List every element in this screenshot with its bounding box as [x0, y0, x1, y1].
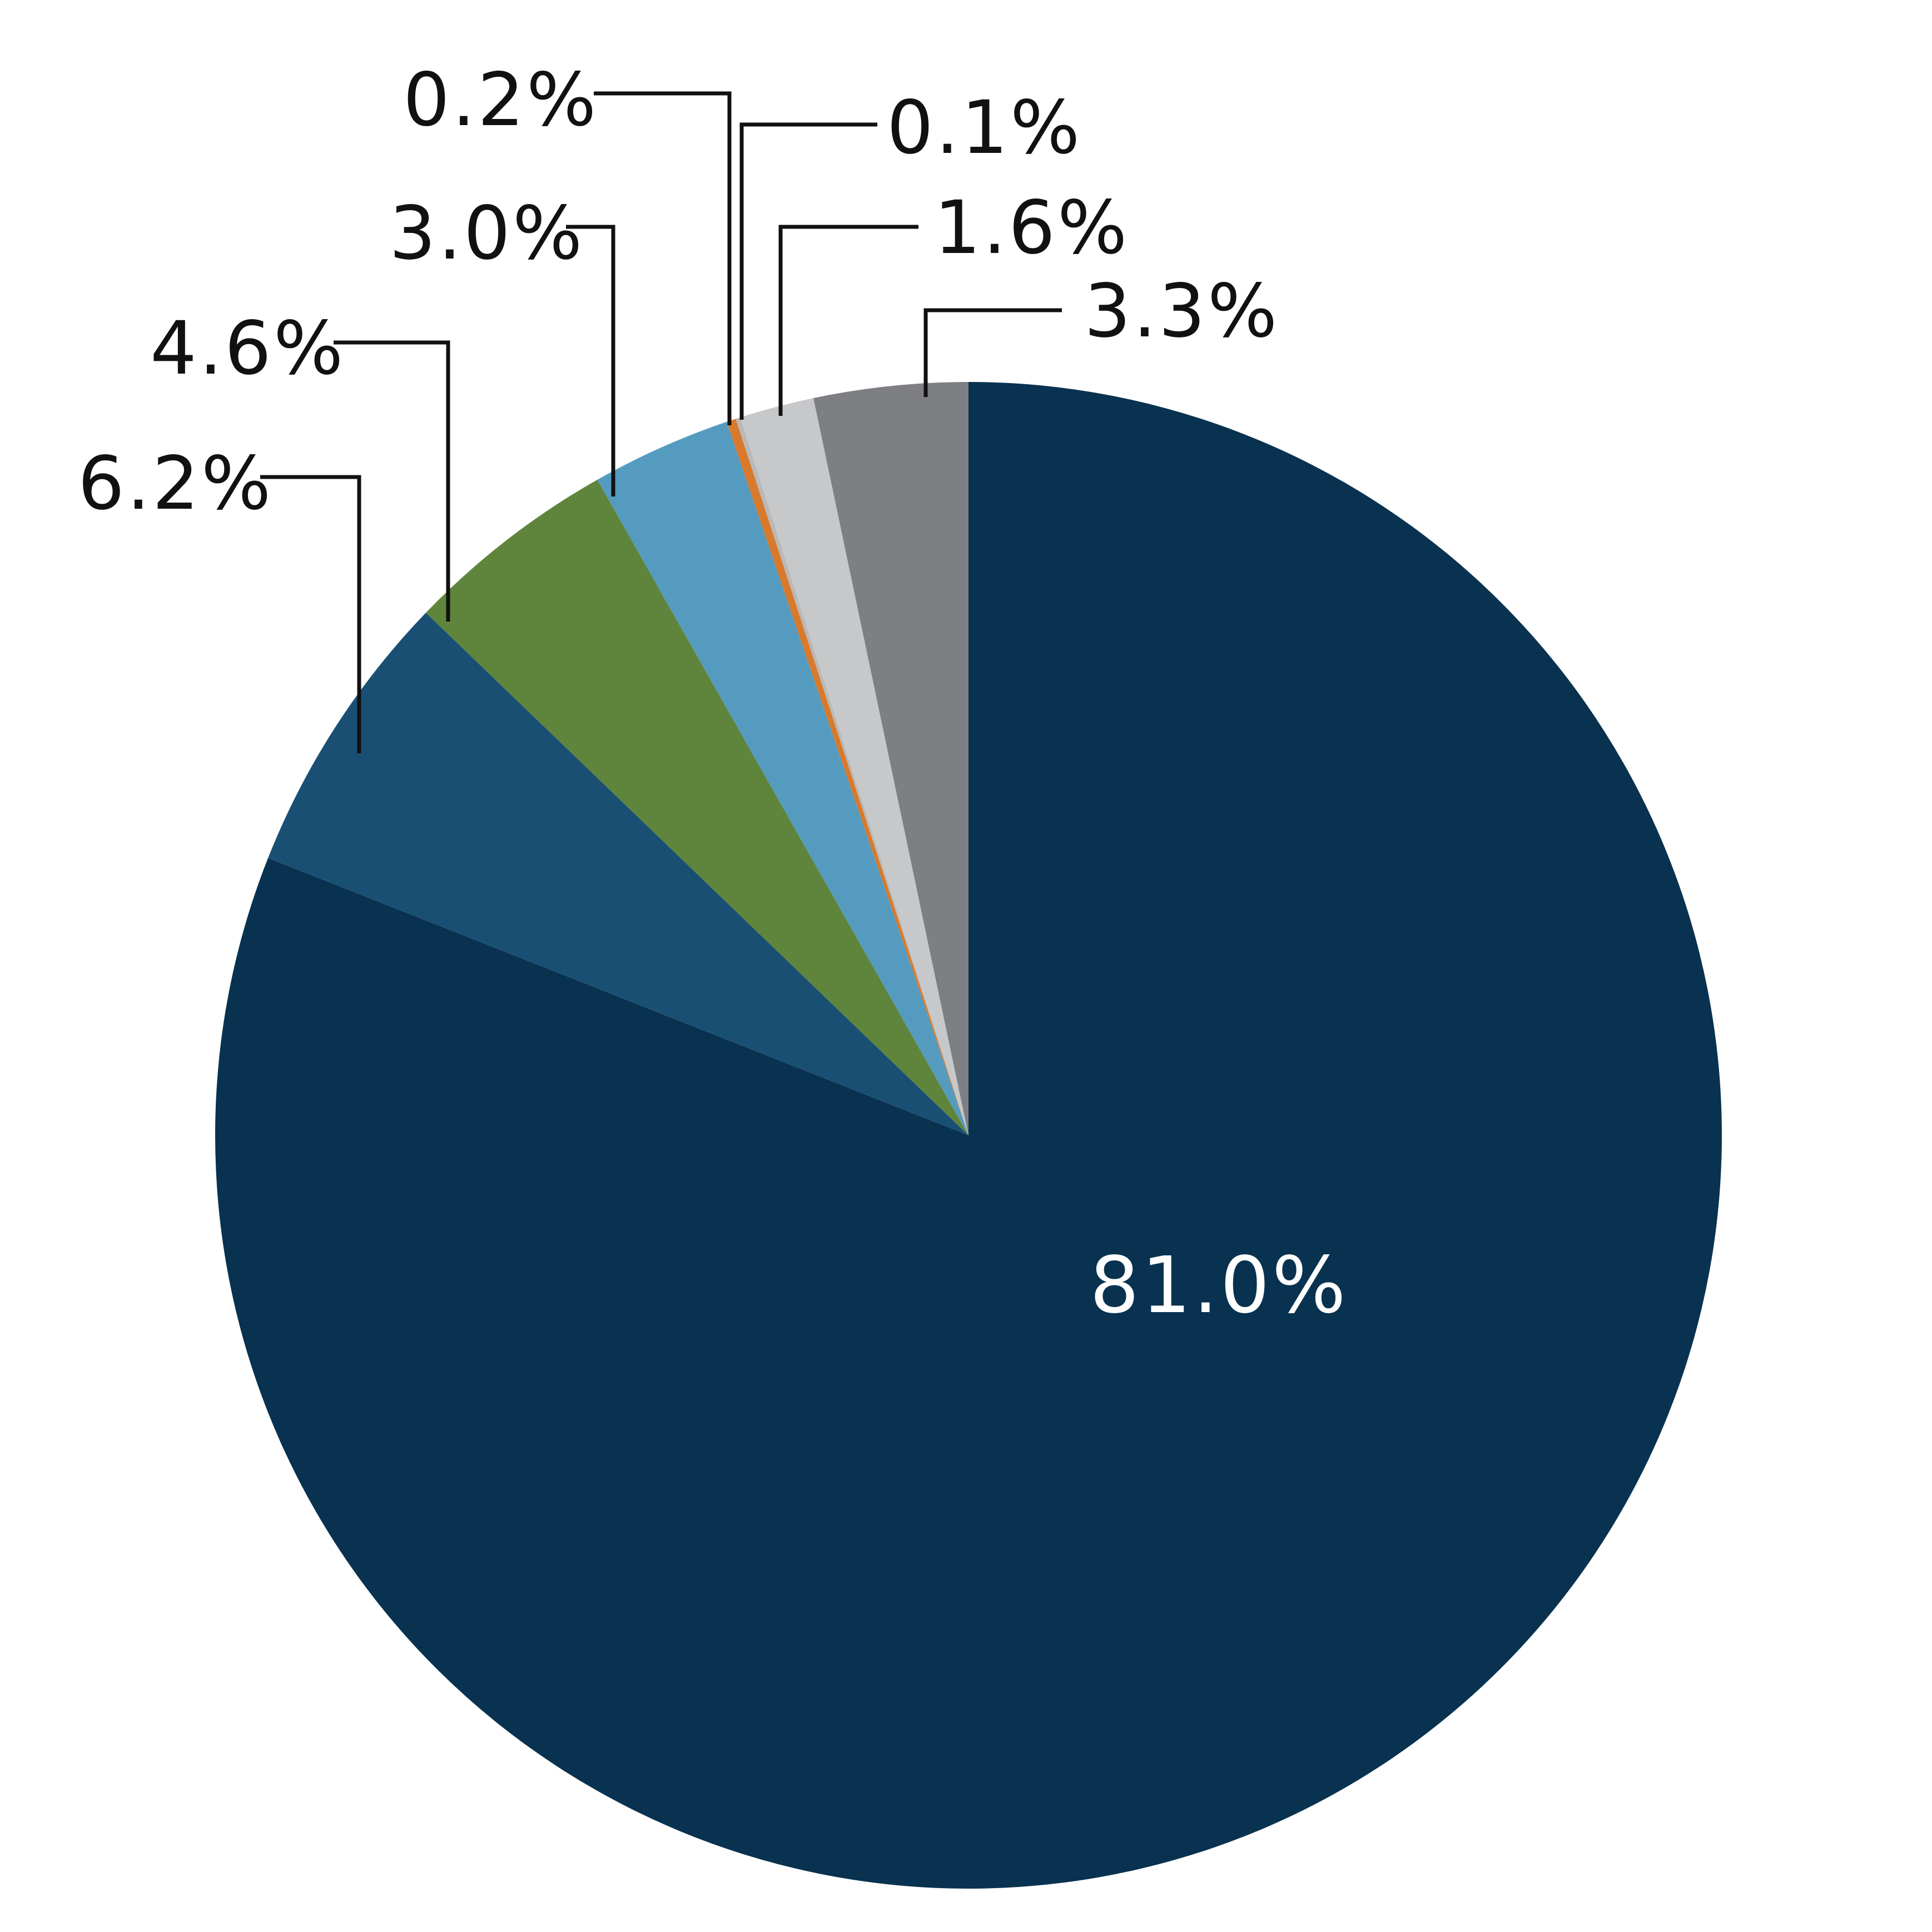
slice-label-1: 6.2% [78, 441, 273, 527]
pie-slice-5 [736, 417, 969, 1135]
leader-line-1 [260, 475, 361, 753]
pie-slice-2 [425, 479, 969, 1135]
pie-slice-6 [740, 398, 969, 1135]
leader-line-6 [778, 225, 918, 416]
slice-labels: 81.0% 6.2% 4.6% 3.0% 0.2% 0.1% 1.6%3.3% [78, 57, 1348, 1331]
pie-slices [215, 382, 1722, 1889]
pie-slice-7 [813, 382, 969, 1135]
leader-line-5 [739, 122, 877, 420]
slice-label-6: 1.6% [934, 185, 1129, 271]
pie-slice-3 [597, 421, 969, 1135]
slice-label-2: 4.6% [150, 306, 345, 391]
slice-label-0: 81.0% [1090, 1240, 1348, 1331]
leader-line-7 [923, 308, 1062, 397]
pie-slice-1 [268, 613, 969, 1135]
leader-line-4 [594, 91, 732, 425]
slice-label-7: 3.3% [1084, 269, 1279, 354]
slice-label-5: 0.1% [887, 85, 1082, 171]
leader-line-3 [566, 225, 615, 496]
leader-line-2 [334, 340, 450, 622]
pie-slice-0 [215, 382, 1722, 1889]
pie-slice-4 [727, 419, 969, 1136]
leader-lines [260, 91, 1062, 753]
slice-label-3: 3.0% [389, 191, 584, 276]
slice-label-4: 0.2% [403, 57, 598, 143]
